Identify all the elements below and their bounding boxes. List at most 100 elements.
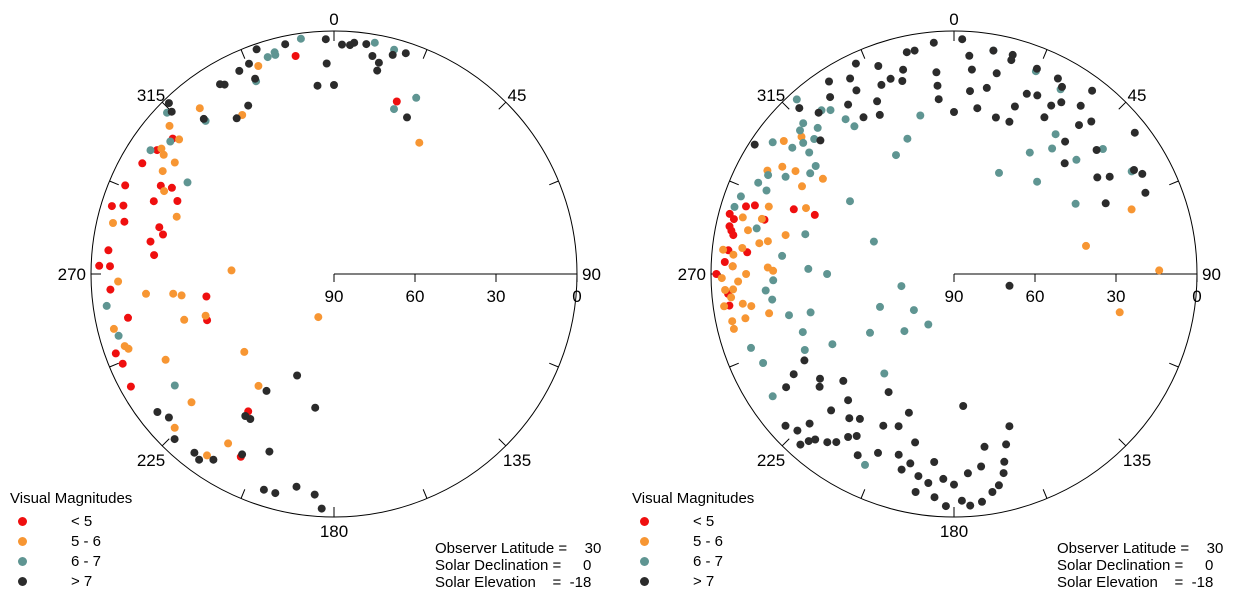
star-point [988,488,997,496]
star-point [121,181,130,190]
param-label: Observer Latitude = [1057,540,1194,557]
star-point [781,172,790,181]
star-point [370,38,379,47]
azimuth-label: 270 [678,265,706,284]
star-point [403,113,411,122]
star-point [932,68,941,77]
polar-chart-left: 0 45 90 135 180 225 270 315 90 60 30 0 [58,10,601,541]
azimuth-tick [729,180,739,186]
star-point [254,381,263,390]
param-row-latitude: Observer Latitude = 30 [1057,540,1223,557]
star-point [157,144,166,153]
star-point [190,448,199,457]
star-point [721,286,730,294]
star-point [958,35,967,44]
star-point [853,451,862,460]
star-point [816,374,824,383]
elevation-tick-label: 90 [325,287,344,306]
azimuth-label: 90 [582,265,601,284]
star-point [742,270,751,278]
star-point [322,59,331,68]
observer-params-right: Observer Latitude = 30 Solar Declination… [1057,540,1223,591]
param-row-latitude: Observer Latitude = 30 [435,540,601,557]
star-point [859,113,868,122]
star-point [789,205,798,214]
legend-title: Visual Magnitudes [10,490,133,507]
star-point [814,108,823,117]
star-point [823,270,832,278]
star-point [199,114,208,123]
star-point [781,421,790,430]
star-point [884,388,893,397]
legend-item-gt7: > 7 [10,571,132,591]
star-point [169,289,178,298]
star-point [828,340,837,349]
star-point [800,346,809,354]
azimuth-tick [1118,438,1127,447]
star-point [330,81,338,89]
star-point [991,113,1000,122]
star-point [793,426,802,435]
star-point [321,35,330,44]
star-point [764,202,773,211]
star-point [1032,64,1041,73]
star-point [202,292,211,301]
star-point [167,107,176,116]
elevation-tick-label: 60 [406,287,425,306]
star-point [390,105,398,114]
star-point [779,137,788,145]
star-point [875,110,884,119]
star-point [785,311,793,320]
star-point [245,59,253,68]
star-point [1005,117,1014,126]
azimuth-label: 90 [1202,265,1221,284]
star-point [166,137,175,146]
star-point [107,202,116,211]
legend-label: > 7 [693,572,715,590]
azimuth-tick [109,180,119,186]
star-point [813,123,822,132]
star-point [1000,457,1009,466]
star-point [415,138,424,147]
legend-item-lt5: < 5 [10,511,132,531]
star-point [966,87,974,96]
star-point [1033,177,1042,186]
star-point [805,148,814,157]
star-point [839,376,848,385]
star-point [1005,422,1014,431]
star-point [894,450,903,459]
star-point [734,277,743,286]
star-point [1053,74,1062,83]
star-point [994,481,1003,490]
star-point [281,40,290,49]
star-point [759,359,768,367]
star-point [792,95,801,104]
star-point [265,447,274,456]
star-point [980,442,989,451]
param-label: Observer Latitude = [435,540,572,557]
star-point [844,433,853,441]
star-point [761,286,770,295]
star-point [909,306,918,315]
star-point [747,302,756,311]
star-point [804,437,813,446]
star-point [874,448,882,457]
star-point [801,230,810,239]
star-point [235,66,244,75]
star-point [317,504,326,513]
azimuth-tick [1042,49,1048,59]
star-point [170,423,179,432]
elevation-tick-label: 90 [945,287,964,306]
star-point [1048,144,1057,153]
star-point [999,469,1008,478]
legend-swatch [640,536,649,546]
star-point [164,99,173,108]
star-point [104,246,113,255]
star-point [1060,159,1069,168]
star-point [118,359,127,368]
legend-label: < 5 [71,512,93,530]
azimuth-label: 0 [949,10,958,29]
star-point [180,315,189,324]
azimuth-label: 225 [137,451,165,470]
star-point [720,302,729,311]
